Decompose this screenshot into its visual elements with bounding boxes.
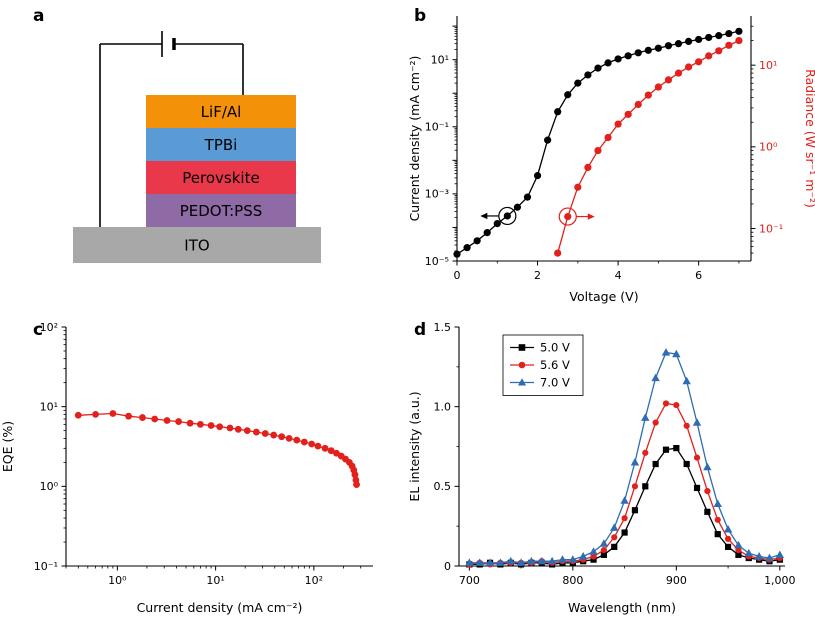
- svg-text:10⁰: 10⁰: [108, 574, 127, 587]
- device-structure-diagram: LiF/Al TPBi Perovskite PEDOT:PSS ITO: [73, 31, 321, 263]
- svg-text:5.6 V: 5.6 V: [540, 358, 570, 372]
- panel-c-eqe: c 10⁰ 10¹ 10² 10⁻¹ 10⁰ 10¹ 10² Current density …: [0, 311, 407, 622]
- series-7.0-v: [465, 348, 785, 566]
- svg-text:PEDOT:PSS: PEDOT:PSS: [180, 202, 263, 220]
- axis-pointer-annotation: [558, 207, 595, 226]
- device-layer: [146, 128, 296, 161]
- axis-pointer-annotation: [480, 206, 517, 226]
- svg-text:10⁻¹: 10⁻¹: [34, 560, 58, 573]
- svg-text:Wavelength (nm): Wavelength (nm): [568, 600, 676, 615]
- svg-text:Current density (mA cm⁻²): Current density (mA cm⁻²): [407, 56, 422, 222]
- svg-text:6: 6: [695, 269, 702, 282]
- svg-text:1,000: 1,000: [764, 574, 796, 587]
- legend: 5.0 V 5.6 V 7.0 V: [502, 334, 584, 396]
- svg-text:1.0: 1.0: [434, 400, 452, 413]
- svg-text:10¹: 10¹: [206, 574, 224, 587]
- device-layer: [146, 95, 296, 128]
- series-group: [74, 410, 360, 489]
- svg-text:Radiance (W sr⁻¹ m⁻²): Radiance (W sr⁻¹ m⁻²): [803, 69, 815, 208]
- svg-text:10¹: 10¹: [431, 53, 449, 66]
- svg-text:LiF/Al: LiF/Al: [201, 103, 242, 121]
- svg-text:10¹: 10¹: [759, 59, 777, 72]
- svg-text:10²: 10²: [40, 321, 58, 334]
- series-group: [465, 348, 785, 568]
- device-layer: [73, 227, 321, 263]
- panel-label-b: b: [414, 6, 427, 26]
- panel-d-el-spectra: d 700 800 900 1,000 0 0.5 1.0 1.5 Wavelength (nm…: [407, 311, 815, 622]
- svg-text:700: 700: [459, 574, 480, 587]
- svg-text:10⁻³: 10⁻³: [425, 188, 449, 201]
- svg-text:900: 900: [666, 574, 687, 587]
- svg-text:2: 2: [534, 269, 541, 282]
- svg-text:Current density (mA cm⁻²): Current density (mA cm⁻²): [137, 600, 303, 615]
- svg-text:EQE (%): EQE (%): [0, 421, 15, 472]
- panel-label-d: d: [414, 320, 427, 340]
- svg-text:10⁰: 10⁰: [759, 141, 778, 154]
- svg-text:ITO: ITO: [184, 237, 209, 255]
- svg-text:0.5: 0.5: [434, 480, 452, 493]
- axes: 700 800 900 1,000 0 0.5 1.0 1.5 Wavelength (nm) E…: [407, 321, 796, 615]
- series-current-density: [453, 27, 743, 258]
- svg-text:7.0 V: 7.0 V: [540, 376, 570, 390]
- svg-text:0: 0: [454, 269, 461, 282]
- series-5.0-v: [466, 444, 783, 568]
- device-layer: [146, 194, 296, 227]
- svg-text:800: 800: [562, 574, 583, 587]
- svg-text:0: 0: [444, 560, 451, 573]
- panel-a-device-structure: a LiF/Al TPBi Perovskite PEDOT:PSS ITO: [0, 0, 407, 311]
- series-eqe: [74, 410, 360, 489]
- device-layer: [146, 161, 296, 194]
- axes: 0 2 4 6 10⁻⁵ 10⁻³ 10⁻¹ 10¹ 10⁻¹ 10⁰ 10¹ Voltage (V)…: [407, 16, 815, 304]
- device-diagram-group: LiF/Al TPBi Perovskite PEDOT:PSS ITO: [73, 31, 321, 263]
- svg-text:Voltage (V): Voltage (V): [569, 289, 638, 304]
- el-spectra-chart: 700 800 900 1,000 0 0.5 1.0 1.5 Wavelength (nm) E…: [407, 321, 796, 615]
- panel-label-a: a: [33, 6, 45, 26]
- svg-text:4: 4: [615, 269, 622, 282]
- svg-text:EL intensity (a.u.): EL intensity (a.u.): [407, 391, 422, 501]
- series-radiance: [554, 36, 743, 257]
- series-group: [453, 27, 743, 258]
- panel-b-jv-radiance: b 0 2 4 6 10⁻⁵ 10⁻³ 10⁻¹ 10¹ 10⁻¹ 10⁰ 10¹ Voltage (…: [407, 0, 815, 311]
- svg-text:TPBi: TPBi: [204, 136, 238, 154]
- svg-text:10⁰: 10⁰: [40, 480, 59, 493]
- svg-text:10⁻¹: 10⁻¹: [425, 121, 449, 134]
- svg-text:10²: 10²: [305, 574, 323, 587]
- svg-text:10⁻¹: 10⁻¹: [759, 222, 783, 235]
- current-density-radiance-chart: 0 2 4 6 10⁻⁵ 10⁻³ 10⁻¹ 10¹ 10⁻¹ 10⁰ 10¹ Voltage (V)…: [407, 16, 815, 304]
- svg-text:5.0 V: 5.0 V: [540, 341, 570, 355]
- series-5.6-v: [466, 400, 783, 568]
- svg-text:Perovskite: Perovskite: [182, 169, 259, 187]
- panel-label-c: c: [33, 320, 44, 340]
- svg-text:10¹: 10¹: [40, 400, 58, 413]
- svg-text:10⁻⁵: 10⁻⁵: [425, 255, 449, 268]
- svg-text:1.5: 1.5: [434, 321, 452, 334]
